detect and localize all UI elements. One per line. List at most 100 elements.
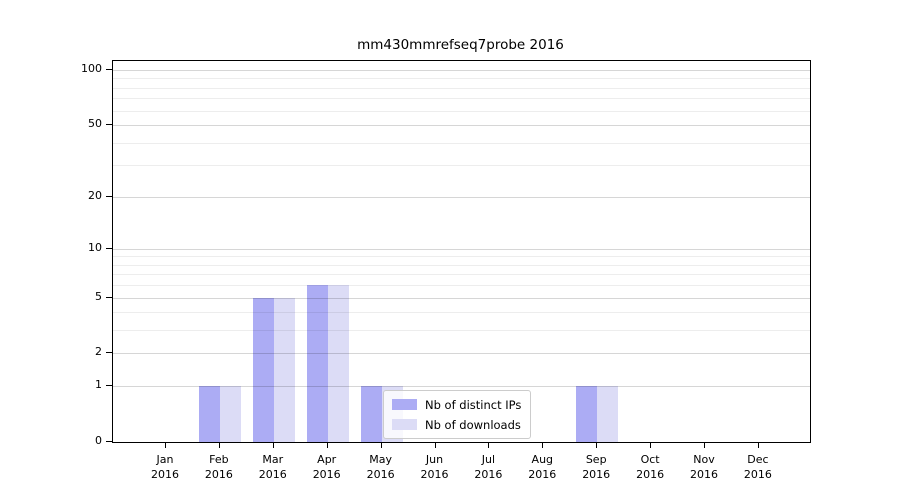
y-tick-mark xyxy=(106,124,112,126)
x-tick-mark xyxy=(165,442,166,448)
x-tick-mark xyxy=(596,442,598,448)
bar-feb-ips xyxy=(198,386,220,442)
x-tick-year: 2016 xyxy=(690,468,718,481)
x-tick-month: Oct xyxy=(640,453,660,466)
y-tick-mark xyxy=(106,195,112,197)
x-tick-year: 2016 xyxy=(743,468,772,481)
y-tick-label: 0 xyxy=(95,434,102,447)
gridline-major xyxy=(113,70,810,71)
gridline-minor xyxy=(113,78,810,80)
y-tick-label: 10 xyxy=(88,240,102,254)
x-tick-mark xyxy=(380,442,382,448)
gridline-minor xyxy=(113,285,810,287)
bar-sep-downloads xyxy=(597,386,619,442)
x-tick-label-jul: Jul 2016 xyxy=(461,452,515,482)
x-tick-month: Dec xyxy=(747,453,769,466)
x-tick-month: May xyxy=(369,453,392,466)
gridline-minor xyxy=(113,256,810,258)
legend-entry: Nb of distinct IPs xyxy=(392,397,521,412)
bar-sep-ips xyxy=(576,386,598,442)
gridline-minor xyxy=(113,142,810,144)
x-tick-year: 2016 xyxy=(312,468,341,481)
x-tick-label-nov: Nov 2016 xyxy=(677,452,731,482)
y-tick-mark xyxy=(106,296,112,298)
x-tick-mark xyxy=(218,442,220,448)
legend: Nb of distinct IPs Nb of downloads xyxy=(383,390,532,439)
x-tick-mark xyxy=(757,442,759,448)
chart-title: mm430mmrefseq7probe 2016 xyxy=(357,37,564,53)
gridline-minor xyxy=(113,165,810,167)
y-tick-label: 5 xyxy=(95,289,102,303)
x-tick-mark xyxy=(488,442,490,448)
x-tick-label-jan: Jan 2016 xyxy=(138,452,192,482)
legend-label: Nb of distinct IPs xyxy=(425,397,522,412)
y-tick-mark xyxy=(106,385,112,387)
gridline-minor xyxy=(113,98,810,100)
x-tick-year: 2016 xyxy=(528,468,557,481)
x-tick-mark xyxy=(704,442,705,448)
x-tick-year: 2016 xyxy=(151,468,179,481)
y-tick-mark xyxy=(106,69,112,70)
y-tick-label: 20 xyxy=(88,188,102,202)
gridline-minor xyxy=(113,274,810,276)
x-tick-month: Sep xyxy=(585,453,607,466)
bar-apr-downloads xyxy=(327,285,349,442)
x-tick-month: Apr xyxy=(317,453,337,466)
y-tick-label: 50 xyxy=(88,117,102,131)
x-tick-year: 2016 xyxy=(582,468,611,481)
bar-mar-downloads xyxy=(273,297,295,442)
gridline-major xyxy=(113,125,810,127)
x-tick-mark xyxy=(272,442,274,448)
x-tick-month: Jun xyxy=(425,453,444,466)
legend-swatch xyxy=(392,399,417,410)
legend-label: Nb of downloads xyxy=(425,417,521,432)
legend-swatch xyxy=(392,419,417,430)
gridline-minor xyxy=(113,312,810,314)
x-tick-mark xyxy=(650,442,652,448)
gridline-minor xyxy=(113,87,810,89)
x-tick-month: Mar xyxy=(262,453,284,466)
bar-may-ips xyxy=(360,386,382,442)
x-tick-month: Aug xyxy=(531,453,554,466)
bar-mar-ips xyxy=(252,297,274,442)
x-tick-year: 2016 xyxy=(420,468,449,481)
gridline-major xyxy=(113,196,810,198)
x-tick-label-aug: Aug 2016 xyxy=(515,452,569,482)
x-tick-year: 2016 xyxy=(258,468,287,481)
gridline-minor xyxy=(113,264,810,266)
x-tick-label-apr: Apr 2016 xyxy=(300,452,354,482)
x-tick-label-oct: Oct 2016 xyxy=(623,452,677,482)
x-tick-year: 2016 xyxy=(366,468,395,481)
gridline-major xyxy=(113,248,810,250)
x-tick-mark xyxy=(542,442,544,448)
gridline-major xyxy=(113,353,810,355)
gridline-minor xyxy=(113,330,810,332)
x-tick-year: 2016 xyxy=(474,468,503,481)
gridline-major xyxy=(113,297,810,299)
x-tick-label-sep: Sep 2016 xyxy=(569,452,623,482)
x-tick-label-jun: Jun 2016 xyxy=(408,452,462,482)
x-tick-label-feb: Feb 2016 xyxy=(192,452,246,482)
x-tick-month: Feb xyxy=(209,453,229,466)
gridline-minor xyxy=(113,110,810,112)
x-tick-month: Jul xyxy=(481,453,496,466)
y-tick-label: 2 xyxy=(95,345,102,359)
y-tick-mark xyxy=(106,352,112,354)
y-tick-label: 100 xyxy=(81,62,102,75)
x-tick-mark xyxy=(434,442,436,448)
x-tick-year: 2016 xyxy=(204,468,233,481)
x-tick-month: Nov xyxy=(693,453,715,466)
x-tick-mark xyxy=(326,442,328,448)
x-tick-label-may: May 2016 xyxy=(354,452,408,482)
y-tick-mark xyxy=(106,247,112,249)
bar-apr-ips xyxy=(306,285,328,442)
plot-area xyxy=(112,60,811,443)
x-tick-label-mar: Mar 2016 xyxy=(246,452,300,482)
x-tick-month: Jan xyxy=(156,453,174,466)
bar-feb-downloads xyxy=(219,386,241,442)
y-tick-label: 1 xyxy=(95,378,102,392)
y-tick-mark xyxy=(106,441,112,442)
x-tick-year: 2016 xyxy=(636,468,665,481)
x-tick-label-dec: Dec 2016 xyxy=(731,452,785,482)
